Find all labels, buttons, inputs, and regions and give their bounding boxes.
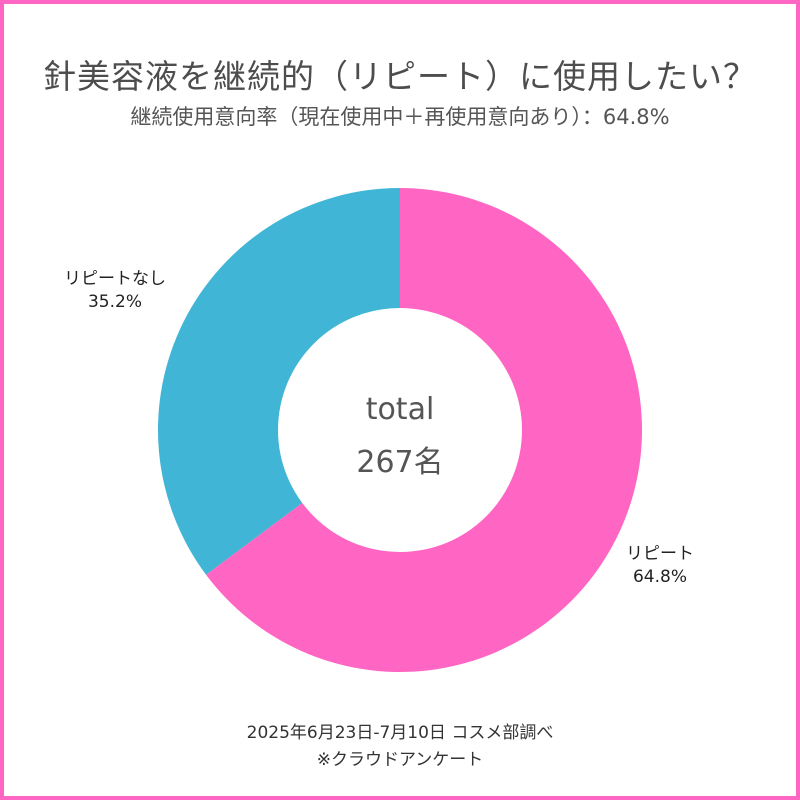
slice-value-repeat: 64.8% xyxy=(632,567,687,587)
survey-method-note: ※クラウドアンケート xyxy=(316,750,484,770)
slice-repeat-none xyxy=(158,188,400,575)
slice-label-repeat-none: リピートなし 35.2% xyxy=(40,268,190,314)
chart-subtitle: 継続使用意向率（現在使用中＋再使用意向あり）：64.8% xyxy=(130,105,670,129)
slice-name-repeat-none: リピートなし xyxy=(64,269,166,289)
slice-label-repeat: リピート 64.8% xyxy=(600,543,720,589)
slice-name-repeat: リピート xyxy=(626,544,694,564)
slice-value-repeat-none: 35.2% xyxy=(87,292,142,312)
center-total-label: total xyxy=(365,392,435,427)
donut-hole xyxy=(278,308,522,552)
chart-title: 針美容液を継続的（リピート）に使用したい？ xyxy=(43,57,757,96)
center-total-count: 267名 xyxy=(356,445,444,480)
survey-source: 2025年6月23日-7月10日 コスメ部調べ xyxy=(246,723,554,743)
